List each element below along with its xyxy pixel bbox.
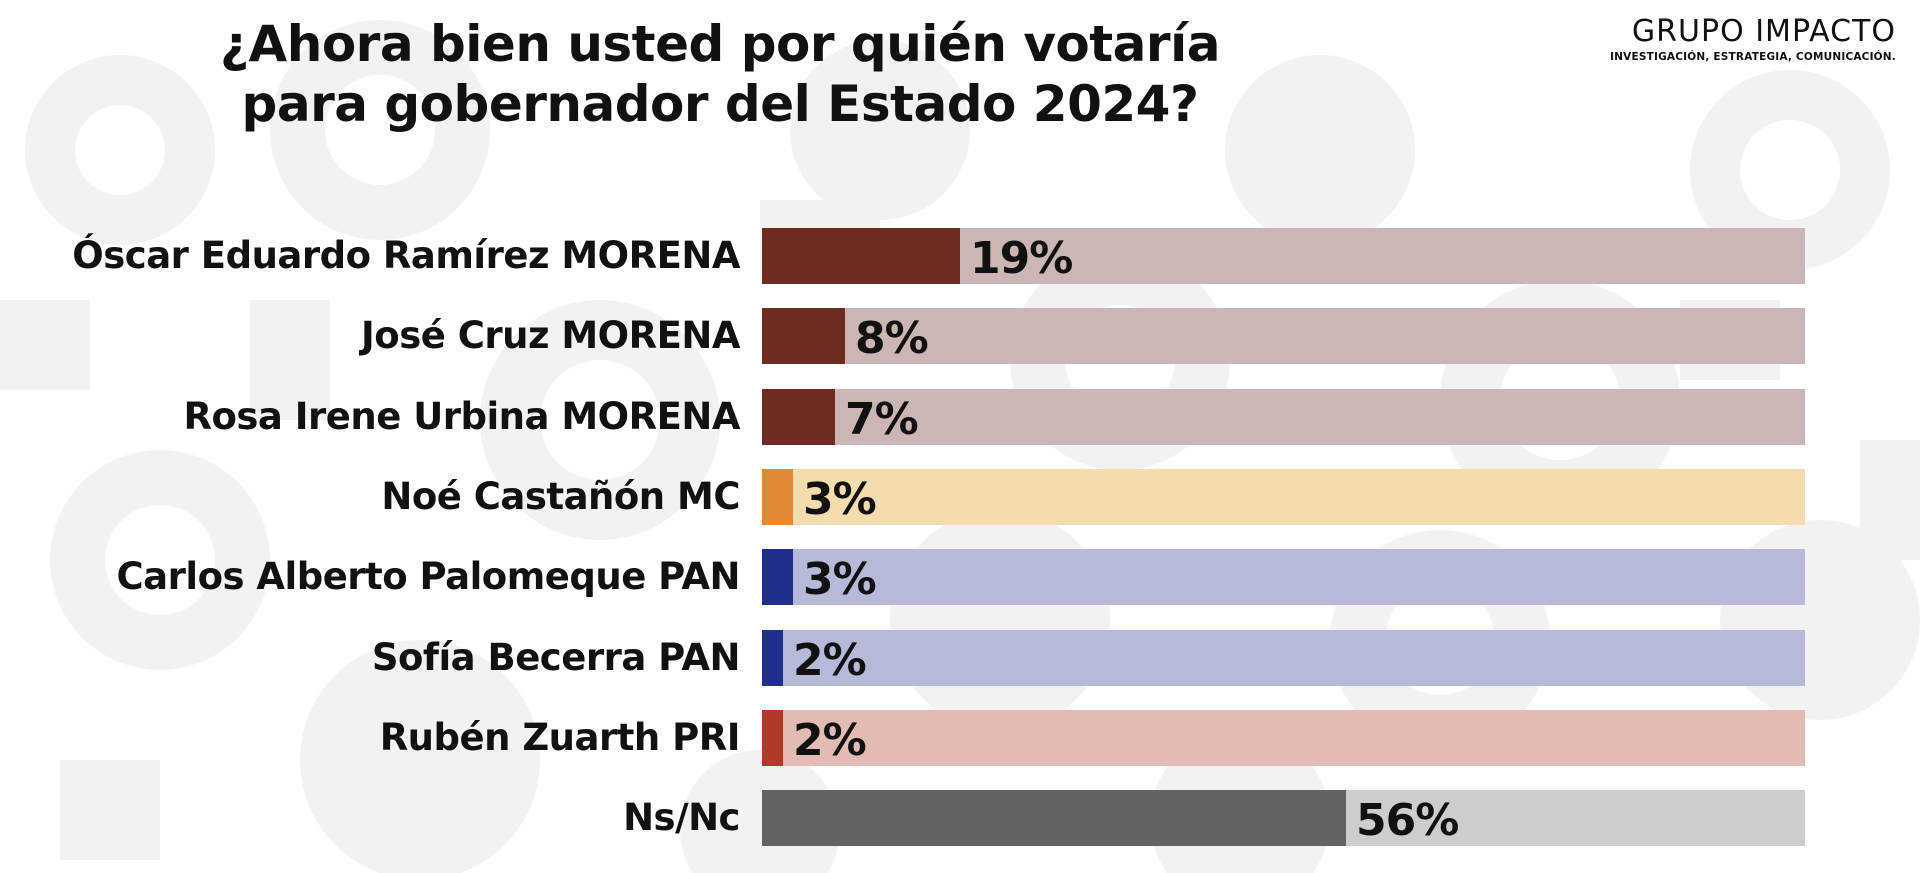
brand-name: GRUPO IMPACTO	[1631, 14, 1896, 49]
value-label: 3%	[803, 554, 877, 605]
bar-track: 2%	[762, 710, 1805, 766]
category-label: Sofía Becerra PAN	[371, 636, 741, 679]
chart-title-line-2: para gobernador del Estado 2024?	[241, 75, 1199, 133]
value-label: 7%	[845, 394, 919, 445]
brand-tagline: INVESTIGACIÓN, ESTRATEGIA, COMUNICACIÓN.	[1610, 51, 1896, 63]
bar-row: Noé Castañón MC 3%	[0, 469, 1920, 525]
bar	[762, 790, 1346, 846]
bar-track: 56%	[762, 790, 1805, 846]
bar-row: Carlos Alberto Palomeque PAN 3%	[0, 549, 1920, 605]
category-label: Óscar Eduardo Ramírez MORENA	[72, 234, 740, 277]
bar-row: Sofía Becerra PAN 2%	[0, 630, 1920, 686]
bar-row: Óscar Eduardo Ramírez MORENA 19%	[0, 228, 1920, 284]
bar-track: 8%	[762, 308, 1805, 364]
value-label: 19%	[970, 233, 1073, 284]
chart-title-line-1: ¿Ahora bien usted por quién votaría	[220, 15, 1220, 73]
category-label: Noé Castañón MC	[381, 475, 740, 518]
bar	[762, 549, 793, 605]
bar	[762, 308, 845, 364]
value-label: 8%	[855, 313, 929, 364]
bar	[762, 630, 783, 686]
category-label: Carlos Alberto Palomeque PAN	[116, 555, 741, 598]
chart-title: ¿Ahora bien usted por quién votaría para…	[200, 14, 1240, 134]
category-label: Rubén Zuarth PRI	[379, 716, 741, 759]
value-label: 56%	[1356, 795, 1459, 846]
value-label: 2%	[793, 635, 867, 686]
bar	[762, 228, 960, 284]
bar	[762, 389, 835, 445]
bar-track: 3%	[762, 469, 1805, 525]
bar-row: José Cruz MORENA 8%	[0, 308, 1920, 364]
bar-row: Rubén Zuarth PRI 2%	[0, 710, 1920, 766]
bar	[762, 710, 783, 766]
bar-row: Rosa Irene Urbina MORENA 7%	[0, 389, 1920, 445]
bar-track: 2%	[762, 630, 1805, 686]
category-label: Ns/Nc	[623, 796, 740, 839]
bar-track: 7%	[762, 389, 1805, 445]
bar	[762, 469, 793, 525]
bar-track: 3%	[762, 549, 1805, 605]
value-label: 2%	[793, 715, 867, 766]
bar-row: Ns/Nc 56%	[0, 790, 1920, 846]
category-label: José Cruz MORENA	[361, 314, 740, 357]
bar-track: 19%	[762, 228, 1805, 284]
value-label: 3%	[803, 474, 877, 525]
category-label: Rosa Irene Urbina MORENA	[183, 395, 741, 438]
brand-logo: GRUPO IMPACTO INVESTIGACIÓN, ESTRATEGIA,…	[1606, 12, 1900, 68]
